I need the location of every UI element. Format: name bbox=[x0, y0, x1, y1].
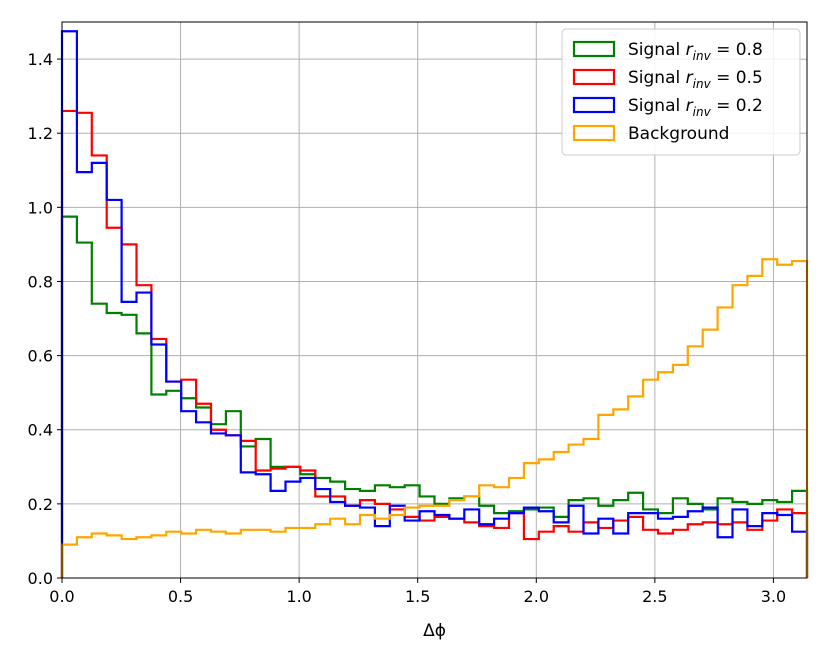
y-tick-label: 0.8 bbox=[28, 272, 53, 291]
legend-swatch bbox=[572, 96, 616, 114]
legend-box bbox=[561, 28, 801, 156]
series-layer bbox=[60, 30, 809, 578]
legend-entry-label: Signal rinv = 0.2 bbox=[628, 96, 763, 119]
legend-swatch bbox=[572, 68, 616, 86]
x-tick-label: 1.5 bbox=[405, 587, 430, 606]
x-tick-label: 0.0 bbox=[49, 587, 74, 606]
plot-frame bbox=[61, 21, 808, 579]
y-tick-label: 1.2 bbox=[28, 124, 53, 143]
legend: Signal rinv = 0.8 Signal rinv = 0.5 Signal… bbox=[561, 28, 801, 156]
legend-swatch bbox=[572, 40, 616, 58]
x-tick-label: 1.0 bbox=[286, 587, 311, 606]
series-line-2 bbox=[60, 30, 809, 578]
legend-entry-label: Background bbox=[628, 124, 729, 144]
legend-entry-label: Signal rinv = 0.8 bbox=[628, 40, 763, 63]
y-tick-label: 0.0 bbox=[28, 569, 53, 588]
series-line-1 bbox=[60, 109, 809, 578]
y-tick-label: 1.4 bbox=[28, 50, 53, 69]
y-tick-label: 0.6 bbox=[28, 347, 53, 366]
x-tick-label: 2.0 bbox=[524, 587, 549, 606]
x-axis-label: Δϕ bbox=[423, 621, 446, 641]
legend-swatch bbox=[572, 124, 616, 142]
y-tick-label: 0.4 bbox=[28, 421, 53, 440]
x-tick-label: 0.5 bbox=[168, 587, 193, 606]
x-tick-label: 2.5 bbox=[642, 587, 667, 606]
axis-ticks: 0.0 0.5 1.0 1.5 2.0 2.5 3.0 0.0 0.2 0.4 0.6 0.8 1.0 1… bbox=[28, 50, 787, 606]
y-tick-label: 1.0 bbox=[28, 198, 53, 217]
y-tick-label: 0.2 bbox=[28, 495, 53, 514]
series-line-3 bbox=[60, 258, 809, 578]
legend-entry-label: Signal rinv = 0.5 bbox=[628, 68, 763, 91]
x-tick-label: 3.0 bbox=[761, 587, 786, 606]
